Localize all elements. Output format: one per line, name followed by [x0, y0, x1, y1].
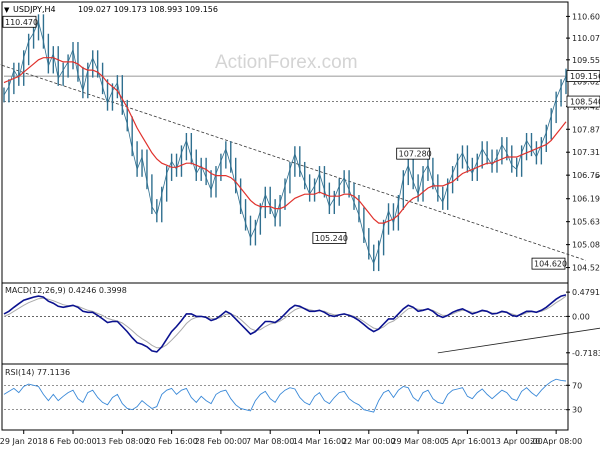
- watermark: ActionForex.com: [215, 52, 358, 73]
- annotation-label: 110.470: [5, 18, 38, 27]
- price-tick-label: 107.870: [572, 125, 600, 134]
- price-panel-frame: [1, 1, 569, 284]
- price-tick-label: 110.600: [572, 12, 600, 21]
- price-tick-label: 104.525: [572, 264, 600, 273]
- macd-panel-frame: [1, 282, 569, 365]
- annotation-box: [2, 15, 37, 28]
- macd-line: [3, 294, 567, 353]
- rsi-tick-label: 30: [572, 406, 582, 415]
- macd-signal-line: [3, 295, 567, 349]
- price-tick-label: 110.075: [572, 34, 600, 43]
- price-tick-label: 109.025: [572, 78, 600, 87]
- time-tick-label: 14 Mar 16:00: [293, 437, 346, 446]
- annotation-box: [531, 257, 566, 270]
- annotation-label: 107.280: [399, 150, 432, 159]
- macd-tick-label: 0.00: [572, 312, 590, 321]
- descending-trendline: [0, 64, 586, 261]
- macd-label: MACD(12,26,9) 0.4246 0.3998: [5, 286, 127, 295]
- price-line: [3, 20, 567, 265]
- price-tick-label: 107.315: [572, 148, 600, 157]
- price-tick-label: 106.760: [572, 171, 600, 180]
- level-tag-label: 108.540: [570, 98, 600, 107]
- price-tick-label: 106.190: [572, 195, 600, 204]
- time-tick-label: 13 Apr 00:00: [491, 437, 543, 446]
- time-tick-label: 7 Mar 08:00: [246, 437, 294, 446]
- time-tick-label: 6 Feb 00:00: [49, 437, 96, 446]
- macd-trendline: [437, 327, 600, 354]
- annotation-box: [312, 232, 347, 244]
- annotation-label: 104.620: [534, 260, 567, 269]
- annotation-box: [396, 147, 431, 160]
- time-tick-label: 5 Apr 16:00: [444, 437, 491, 446]
- ohlc-label: 109.027 109.173 108.993 109.156: [78, 5, 218, 14]
- price-tick-label: 105.635: [572, 218, 600, 227]
- level-tag-box: [566, 95, 600, 108]
- price-plot: 110.470 107.280 105.240 104.620 109.156 108.5…: [0, 14, 600, 272]
- header-arrow-icon: ▼: [4, 6, 10, 14]
- symbol-label: USDJPY,H4: [13, 5, 56, 14]
- annotation-label: 105.240: [315, 234, 348, 243]
- time-tick-label: 20 Feb 16:00: [145, 437, 197, 446]
- price-tick-label: 109.550: [572, 56, 600, 65]
- rsi-panel-frame: [1, 363, 569, 431]
- last-price-tag-box: [566, 70, 600, 83]
- price-tick-label: 105.080: [572, 241, 600, 250]
- rsi-plot: 70 30: [3, 378, 582, 415]
- macd-tick-label: 0.4791: [572, 288, 600, 297]
- time-tick-label: 28 Feb 00:00: [195, 437, 247, 446]
- price-axis: 110.600110.075109.550109.025108.425107.8…: [566, 12, 600, 273]
- time-tick-label: 29 Jan 2018: [0, 437, 48, 446]
- rsi-tick-label: 70: [572, 381, 582, 390]
- rsi-line: [3, 378, 567, 413]
- time-tick-label: 20 Apr 08:00: [530, 437, 582, 446]
- last-price-tag-label: 109.156: [570, 72, 600, 81]
- moving-average-line: [3, 57, 567, 224]
- time-tick-label: 22 Mar 00:00: [342, 437, 395, 446]
- time-tick-label: 13 Feb 08:00: [96, 437, 148, 446]
- rsi-label: RSI(14) 77.1136: [5, 368, 70, 377]
- macd-tick-label: -0.7183: [572, 349, 600, 358]
- macd-plot: 0.4791 0.00 -0.7183: [3, 288, 600, 358]
- time-tick-label: 29 Mar 08:00: [391, 437, 444, 446]
